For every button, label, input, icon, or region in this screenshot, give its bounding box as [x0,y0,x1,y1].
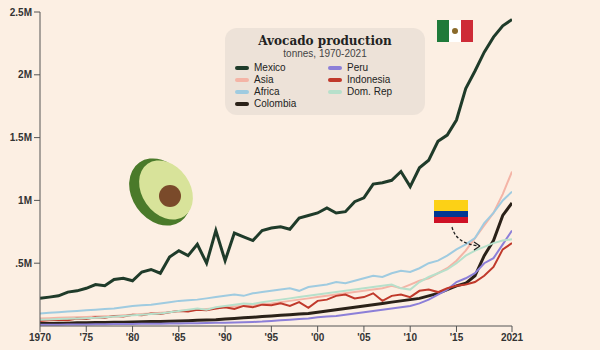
html-text:Asia: Asia [254,74,274,85]
svg-text:'10: '10 [403,332,417,343]
svg-text:2M: 2M [18,69,32,80]
svg-text:'85: '85 [172,332,186,343]
html-text:Africa: Africa [254,86,280,97]
html-text:Indonesia: Indonesia [347,74,391,85]
html-text:Colombia: Colombia [254,98,297,109]
svg-text:2021: 2021 [501,332,524,343]
svg-text:'75: '75 [80,332,94,343]
html-text:Dom. Rep: Dom. Rep [347,86,392,97]
svg-text:1970: 1970 [29,332,52,343]
svg-text:'05: '05 [357,332,371,343]
svg-text:'00: '00 [311,332,325,343]
svg-text:'15: '15 [450,332,464,343]
html-text:Mexico: Mexico [254,62,286,73]
svg-text:1M: 1M [18,195,32,206]
html-text:Avocado production: Avocado production [258,34,392,48]
svg-text:.5M: .5M [15,258,32,269]
svg-text:'80: '80 [126,332,140,343]
svg-text:2.5M: 2.5M [10,7,32,18]
html-text:Peru: Peru [347,62,369,73]
html-text:tonnes, 1970-2021: tonnes, 1970-2021 [283,48,367,59]
svg-text:1.5M: 1.5M [10,132,32,143]
svg-text:'90: '90 [218,332,232,343]
svg-text:'95: '95 [265,332,279,343]
